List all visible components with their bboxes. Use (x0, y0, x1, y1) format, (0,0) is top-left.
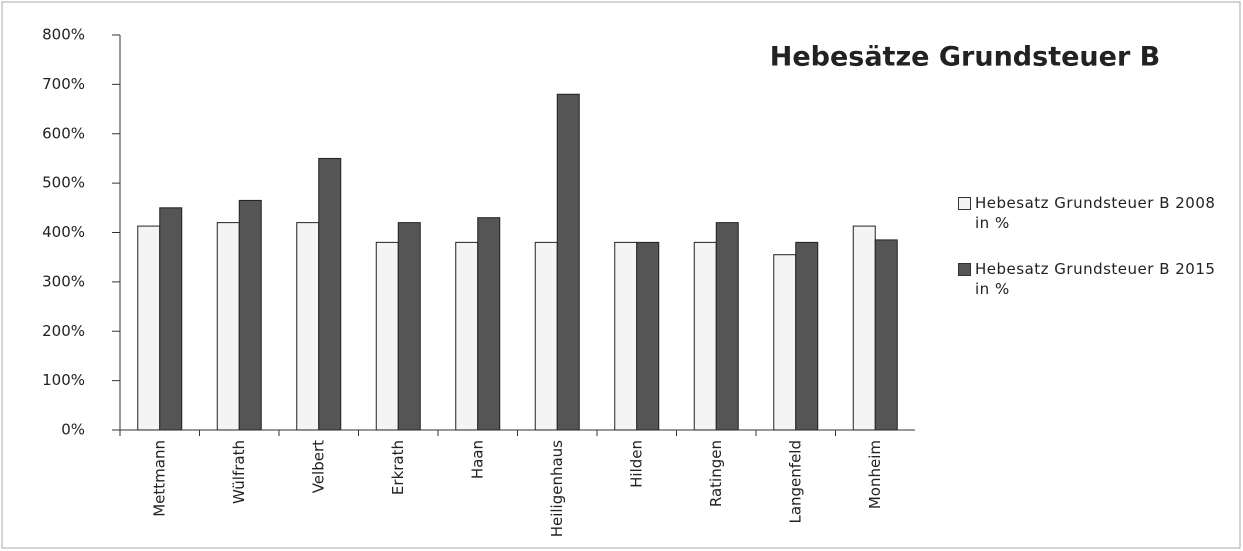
bar (556, 93, 580, 431)
bar (795, 241, 819, 431)
x-tick-label: Heiligenhaus (548, 440, 566, 537)
legend-item: Hebesatz Grundsteuer B 2015 in % (958, 259, 1238, 299)
y-tick-label: 100% (42, 371, 85, 389)
bar (159, 207, 183, 431)
x-tick-label: Langenfeld (786, 440, 804, 524)
x-tick-label: Hilden (627, 440, 645, 488)
bar (318, 157, 342, 431)
y-tick-label: 700% (42, 75, 85, 93)
bar (715, 222, 739, 431)
bar (614, 241, 638, 431)
y-tick-label: 300% (42, 272, 85, 290)
legend-item: Hebesatz Grundsteuer B 2008 in % (958, 193, 1238, 233)
bar (534, 241, 558, 431)
bar (455, 241, 479, 431)
bar (137, 225, 161, 431)
x-tick-label: Velbert (309, 440, 327, 493)
bar (874, 239, 898, 431)
y-tick-label: 0% (61, 421, 85, 439)
y-tick-label: 600% (42, 124, 85, 142)
legend-label: Hebesatz Grundsteuer B 2015 in % (975, 260, 1216, 298)
bar (852, 225, 876, 431)
x-tick-label: Erkrath (389, 440, 407, 495)
bar (773, 254, 797, 431)
bar (397, 222, 421, 431)
bar (693, 241, 717, 431)
legend-swatch (958, 263, 971, 276)
y-tick-label: 800% (42, 26, 85, 44)
legend-swatch (958, 197, 971, 210)
x-tick-label: Haan (468, 440, 486, 479)
x-tick-label: Mettmann (150, 440, 168, 517)
bar (636, 241, 660, 431)
chart-title: Hebesätze Grundsteuer B (770, 42, 1161, 73)
bar (238, 199, 262, 431)
bar (477, 217, 501, 431)
y-tick-label: 400% (42, 223, 85, 241)
bar (216, 222, 240, 431)
y-tick-label: 500% (42, 174, 85, 192)
x-tick-label: Monheim (866, 440, 884, 509)
x-tick-label: Wülfrath (230, 440, 248, 504)
legend-label: Hebesatz Grundsteuer B 2008 in % (975, 194, 1216, 232)
y-tick-label: 200% (42, 322, 85, 340)
x-tick-label: Ratingen (707, 440, 725, 507)
bar (296, 222, 320, 431)
bar (375, 241, 399, 431)
